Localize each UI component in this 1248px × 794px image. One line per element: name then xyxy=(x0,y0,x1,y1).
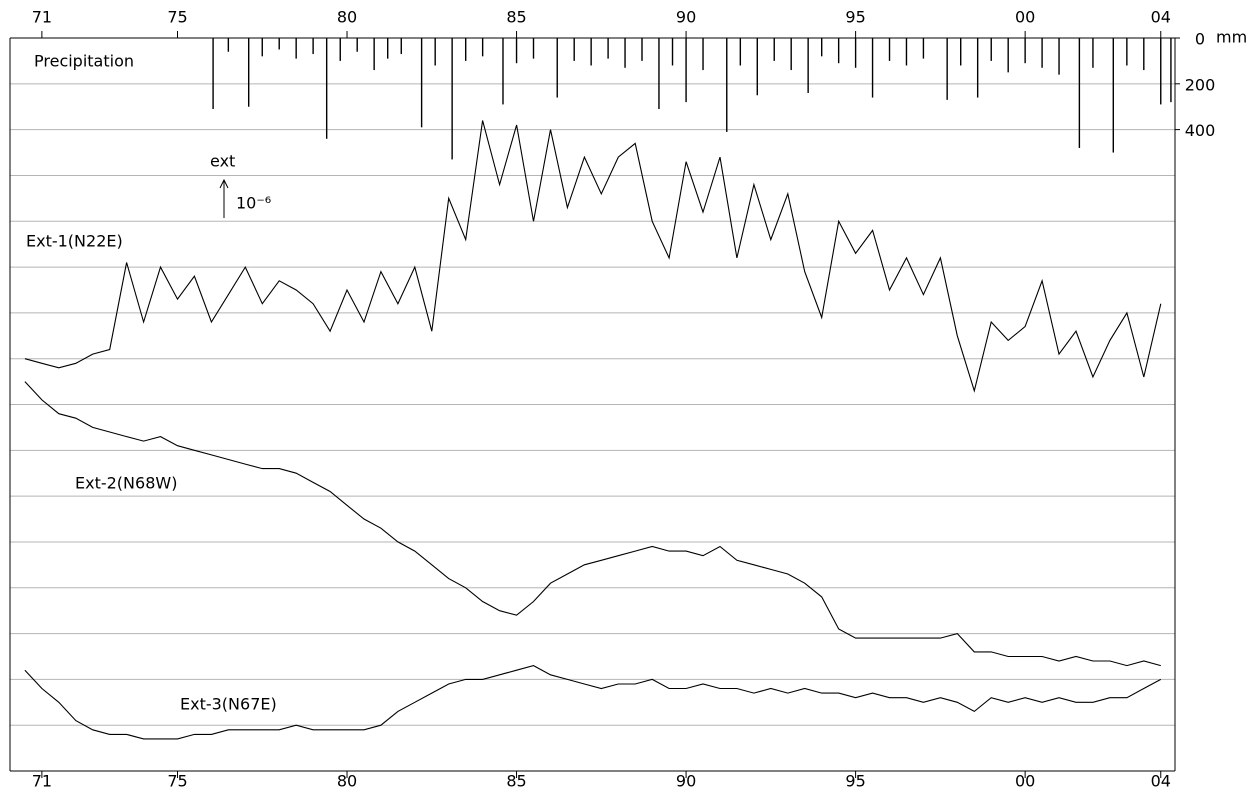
x-tick-label-top: 85 xyxy=(506,8,526,27)
precip-bar xyxy=(807,38,809,93)
y2-tick-label: 0 xyxy=(1195,30,1205,49)
precip-bar xyxy=(624,38,626,68)
precip-bar xyxy=(532,38,535,59)
precip-bar xyxy=(295,38,297,59)
scale-arrow-head xyxy=(219,178,229,189)
scale-label: 10⁻⁶ xyxy=(236,194,271,213)
precip-bar xyxy=(434,38,436,66)
x-tick-label-top: 95 xyxy=(845,8,865,27)
precip-bar xyxy=(922,38,925,59)
precip-bar xyxy=(685,38,687,103)
precip-bar xyxy=(1058,38,1060,75)
precip-bar xyxy=(773,38,775,61)
precip-bar xyxy=(1092,38,1094,68)
precip-bar xyxy=(1143,38,1145,71)
x-tick-label: 85 xyxy=(506,772,526,791)
precip-bar xyxy=(247,38,250,107)
x-tick-label-top: 80 xyxy=(337,8,357,27)
precip-bar xyxy=(837,38,840,64)
precip-bar xyxy=(641,38,643,61)
x-tick-label-top: 75 xyxy=(167,8,187,27)
precip-bar xyxy=(888,38,891,61)
precip-bar xyxy=(1160,38,1162,105)
series-label: Ext-1(N22E) xyxy=(26,232,123,251)
x-tick-label: 00 xyxy=(1015,772,1035,791)
precip-bar xyxy=(671,38,674,66)
precip-bar xyxy=(1112,38,1114,153)
precip-bar xyxy=(278,38,280,50)
y2-tick-label: 200 xyxy=(1185,75,1216,94)
precip-bar xyxy=(481,38,484,57)
precip-bar xyxy=(1078,38,1081,148)
precip-bar xyxy=(1126,38,1128,66)
strain-line xyxy=(24,120,1162,393)
x-tick-label-top: 71 xyxy=(32,8,52,27)
precip-bar xyxy=(726,38,728,132)
precip-bar xyxy=(312,38,314,55)
precip-bar xyxy=(590,38,592,66)
precip-bar xyxy=(451,38,453,160)
y2-tick-label: 400 xyxy=(1185,121,1216,140)
precip-bar xyxy=(515,38,518,64)
precip-bar xyxy=(1007,38,1009,73)
x-tick-label: 95 xyxy=(845,772,865,791)
precip-bar xyxy=(502,38,504,105)
precip-bar xyxy=(573,38,575,61)
precip-bar xyxy=(356,38,358,52)
strain-line xyxy=(24,381,1161,667)
series-label: Ext-3(N67E) xyxy=(180,695,277,714)
precip-bar xyxy=(261,38,263,57)
precip-bar xyxy=(212,38,214,110)
scale-annotation: ext xyxy=(210,152,235,171)
x-tick-label: 80 xyxy=(337,772,357,791)
x-tick-label-top: 04 xyxy=(1151,8,1171,27)
precip-bar xyxy=(658,38,660,110)
precip-bar xyxy=(400,38,402,55)
precip-bar xyxy=(990,38,992,61)
precip-bar xyxy=(464,38,467,61)
precip-bar xyxy=(1024,38,1026,64)
precip-bar xyxy=(1041,38,1043,68)
x-tick-label: 90 xyxy=(676,772,696,791)
precip-unit: mm xyxy=(1216,28,1247,47)
precip-bar xyxy=(325,38,328,139)
precip-bar xyxy=(1170,38,1172,103)
precip-bar xyxy=(607,38,609,59)
precip-bar xyxy=(871,38,874,98)
precip-bar xyxy=(946,38,948,100)
strain-line xyxy=(24,665,1162,740)
precip-bar xyxy=(905,38,908,66)
precip-title: Precipitation xyxy=(34,52,134,71)
precip-bar xyxy=(420,38,423,128)
precip-bar xyxy=(739,38,742,66)
precip-bar xyxy=(339,38,341,61)
precip-bar xyxy=(960,38,962,66)
precip-bar xyxy=(702,38,704,71)
precip-bar xyxy=(373,38,375,71)
x-tick-label-top: 90 xyxy=(676,8,696,27)
x-tick-label-top: 00 xyxy=(1015,8,1035,27)
precip-bar xyxy=(821,38,823,57)
precip-bar xyxy=(790,38,792,71)
precip-bar xyxy=(387,38,389,59)
series-label: Ext-2(N68W) xyxy=(75,474,177,493)
x-tick-label: 04 xyxy=(1151,772,1171,791)
precip-bar xyxy=(976,38,979,98)
precip-bar xyxy=(227,38,230,52)
x-tick-label: 71 xyxy=(32,772,52,791)
x-tick-label: 75 xyxy=(167,772,187,791)
precip-bar xyxy=(854,38,857,68)
precip-bar xyxy=(556,38,558,98)
precip-bar xyxy=(756,38,758,96)
